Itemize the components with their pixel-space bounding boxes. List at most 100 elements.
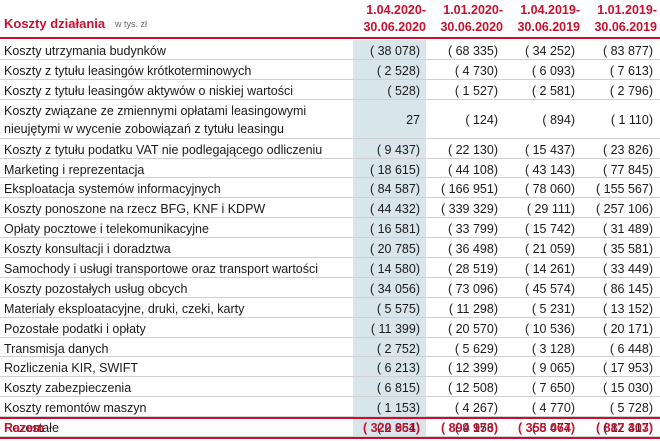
cell-value: ( 155 567)	[596, 182, 653, 197]
cell-value: ( 44 108)	[447, 162, 498, 177]
row-label: Koszty z tytułu podatku VAT nie podlegaj…	[4, 142, 323, 157]
row-label: Koszty zabezpieczenia	[4, 381, 132, 396]
row-label: Materiały eksploatacyjne, druki, czeki, …	[4, 301, 245, 316]
cell-value: ( 12 417)	[602, 421, 653, 436]
cell-value: ( 20 171)	[602, 321, 653, 336]
cell-value: ( 339 329)	[441, 202, 498, 217]
cell-value: ( 33 449)	[602, 262, 653, 277]
table-row: Materiały eksploatacyjne, druki, czeki, …	[0, 298, 660, 318]
table-row: Koszty ponoszone na rzecz BFG, KNF i KDP…	[0, 198, 660, 219]
cell-value: ( 23 826)	[602, 142, 653, 157]
unit-label: w tys. zł	[115, 19, 148, 29]
cell-value: ( 1 110)	[610, 112, 653, 127]
table-body: Koszty utrzymania budynków ( 38 078) ( 68 …	[0, 40, 660, 438]
total-label: Razem	[4, 421, 45, 435]
total-value: ( 887 303)	[596, 421, 653, 435]
cell-value: ( 6 093)	[531, 63, 575, 78]
cell-value: ( 5 728)	[609, 401, 653, 416]
cell-value: ( 124)	[465, 112, 498, 127]
cell-value: ( 28 519)	[447, 262, 498, 277]
cell-value: ( 22 130)	[447, 142, 498, 157]
cell-value: ( 38 078)	[369, 44, 420, 58]
cell-value: ( 36 498)	[447, 242, 498, 257]
cell-value: ( 9 156)	[454, 421, 498, 436]
cell-value: ( 2 528)	[376, 63, 420, 78]
cell-value: ( 15 742)	[524, 222, 575, 237]
cell-value: ( 15 030)	[602, 381, 653, 396]
row-label: Koszty związane ze zmiennymi opłatami le…	[4, 103, 307, 136]
cell-value: ( 2 796)	[609, 83, 653, 98]
cell-value: ( 2 581)	[531, 83, 575, 98]
table-row: Koszty z tytułu podatku VAT nie podlegaj…	[0, 139, 660, 159]
cell-value: ( 16 581)	[369, 222, 420, 237]
cell-value: ( 5 629)	[454, 341, 498, 356]
cell-value: ( 166 951)	[441, 182, 498, 197]
column-header-h1-2019: 1.01.2019- 30.06.2019	[594, 3, 657, 34]
column-header-q2-2020: 1.04.2020- 30.06.2020	[363, 3, 426, 34]
cell-value: ( 9 437)	[376, 142, 420, 157]
row-label: Transmisja danych	[4, 341, 109, 356]
cell-value: ( 31 489)	[602, 222, 653, 237]
table-row: Samochody i usługi transportowe oraz tra…	[0, 258, 660, 278]
cell-value: ( 45 574)	[524, 281, 575, 296]
cell-value: ( 6 815)	[376, 381, 420, 396]
table-row: Koszty remontów maszyn ( 1 153) ( 4 267) ( …	[0, 397, 660, 418]
cell-value: ( 20 570)	[447, 321, 498, 336]
cell-value: ( 83 877)	[602, 44, 653, 58]
cell-value: ( 18 615)	[369, 162, 420, 177]
cell-value: ( 528)	[387, 83, 420, 98]
cell-value: ( 9 065)	[531, 361, 575, 376]
column-header-q2-2019: 1.04.2019- 30.06.2019	[517, 3, 580, 34]
table-row: Opłaty pocztowe i telekomunikacyjne ( 16 …	[0, 218, 660, 239]
cell-value: ( 84 587)	[369, 182, 420, 197]
total-row: Razem ( 320 951) ( 894 973) ( 355 064) (…	[0, 419, 660, 438]
total-value: ( 894 973)	[441, 421, 498, 435]
cell-value: ( 7 650)	[531, 381, 575, 396]
current-quarter-column-shade	[353, 40, 426, 437]
table-row: Transmisja danych ( 2 752) ( 5 629) ( 3 128…	[0, 338, 660, 358]
column-header-h1-2020: 1.01.2020- 30.06.2020	[440, 3, 503, 34]
cell-value: ( 11 399)	[370, 321, 420, 336]
cell-value: ( 894)	[542, 112, 575, 127]
cell-value: ( 6 213)	[376, 361, 420, 376]
cell-value: ( 34 252)	[524, 44, 575, 58]
cell-value: ( 43 143)	[524, 162, 575, 177]
cell-value: ( 7 613)	[609, 63, 653, 78]
row-label: Koszty z tytułu leasingów krótkoterminow…	[4, 63, 252, 78]
row-label: Koszty ponoszone na rzecz BFG, KNF i KDP…	[4, 202, 266, 217]
cell-value: ( 68 335)	[447, 44, 498, 58]
cell-value: ( 1 153)	[376, 401, 420, 416]
cell-value: ( 77 845)	[602, 162, 653, 177]
row-label: Rozliczenia KIR, SWIFT	[4, 361, 139, 376]
cell-value: ( 3 128)	[531, 341, 575, 356]
table-row: Koszty utrzymania budynków ( 38 078) ( 68 …	[0, 40, 660, 60]
cell-value: ( 17 953)	[602, 361, 653, 376]
table-row: Koszty z tytułu leasingów krótkoterminow…	[0, 60, 660, 80]
cell-value: ( 6 448)	[609, 341, 653, 356]
cell-value: ( 20 785)	[369, 242, 420, 257]
table-row: Rozliczenia KIR, SWIFT ( 6 213) ( 12 399) (…	[0, 357, 660, 378]
row-label: Eksploatacja systemów informacyjnych	[4, 182, 221, 197]
table-row: Koszty zabezpieczenia ( 6 815) ( 12 508) ( …	[0, 377, 660, 398]
cell-value: ( 4 267)	[454, 401, 498, 416]
cell-value: ( 29 111)	[526, 202, 575, 217]
total-divider	[0, 417, 660, 419]
cell-value: ( 2 864)	[376, 421, 420, 436]
row-label: Koszty pozostałych usług obcych	[4, 281, 188, 296]
total-value: ( 355 064)	[518, 421, 575, 435]
cell-value: ( 8 477)	[531, 421, 575, 436]
row-label: Koszty z tytułu leasingów aktywów o nisk…	[4, 83, 294, 98]
table-row: Pozostałe podatki i opłaty ( 11 399) ( 20 …	[0, 318, 660, 338]
table-title: Koszty działania	[4, 16, 106, 31]
cell-value: ( 73 096)	[447, 281, 498, 296]
cell-value: ( 14 580)	[369, 262, 420, 277]
table-row: Koszty związane ze zmiennymi opłatami le…	[0, 100, 660, 139]
cell-value: ( 44 432)	[369, 202, 420, 217]
row-label: Samochody i usługi transportowe oraz tra…	[4, 262, 319, 277]
cell-value: ( 1 527)	[454, 83, 498, 98]
cell-value: ( 78 060)	[524, 182, 575, 197]
cell-value: ( 33 799)	[447, 222, 498, 237]
row-label: Marketing i reprezentacja	[4, 162, 145, 177]
cell-value: ( 13 152)	[602, 301, 653, 316]
cell-value: ( 257 106)	[596, 202, 653, 217]
